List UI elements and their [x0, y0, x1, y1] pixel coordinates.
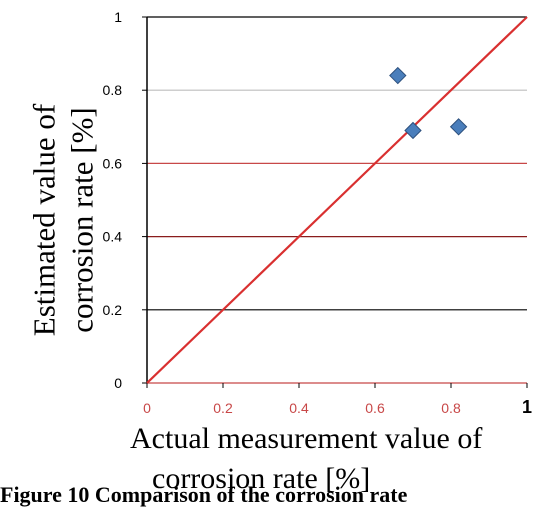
data-point: [404, 121, 422, 140]
y-tick-label: 0: [114, 375, 122, 391]
x-tick-label: 0.8: [441, 400, 461, 416]
x-tick-label: 0.6: [365, 400, 385, 416]
y-tick-label: 0.4: [103, 229, 123, 245]
y-tick-label: 0.6: [103, 155, 123, 171]
y-axis-title-line-1: Estimated value of: [26, 103, 62, 337]
y-tick-label: 1: [114, 9, 122, 25]
x-tick-label: 1: [522, 397, 532, 417]
x-tick-label: 0.4: [289, 400, 309, 416]
data-point: [389, 66, 407, 85]
figure-caption: Figure 10 Comparison of the corrosion ra…: [0, 482, 408, 507]
y-tick-label: 0.2: [103, 302, 123, 318]
y-axis-title-line-2: corrosion rate [%]: [64, 107, 100, 333]
x-axis-title-line-2: corrosion rate [%]: [152, 462, 371, 495]
y-axis-title: Estimated value of corrosion rate [%]: [0, 0, 100, 440]
x-tick-label: 0: [143, 400, 151, 416]
x-tick-label: 0.2: [213, 400, 233, 416]
y-tick-label: 0.8: [103, 82, 123, 98]
reference-line: [146, 16, 528, 384]
x-axis-title-line-1: Actual measurement value of: [130, 422, 483, 455]
x-axis-title: Actual measurement value of corrosion ra…: [130, 424, 541, 494]
data-point: [449, 118, 468, 136]
